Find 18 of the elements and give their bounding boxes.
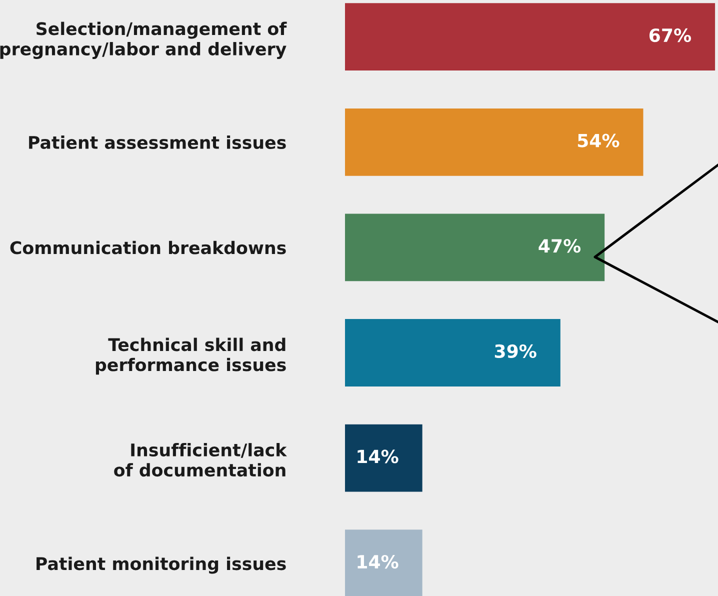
y-tick-label: Insufficient/lack of documentation <box>114 443 287 477</box>
data-label: 14% <box>358 554 398 569</box>
bar <box>345 319 560 386</box>
y-tick-label: Technical skill and performance issues <box>96 338 286 375</box>
bar <box>345 214 605 282</box>
y-tick-label: Communication breakdowns <box>10 240 286 254</box>
data-label: 54% <box>578 134 620 148</box>
y-tick-label: Patient monitoring issues <box>36 556 286 574</box>
y-tick-label: Selection/management of pregnancy/labor and delivery <box>0 22 287 59</box>
bar <box>345 530 422 596</box>
data-label: 39% <box>494 344 536 358</box>
data-label: 14% <box>358 450 398 464</box>
bar <box>345 424 422 492</box>
data-label: 67% <box>649 28 692 42</box>
y-tick-label: Patient assessment issues <box>29 136 286 149</box>
data-label: 47% <box>538 239 581 253</box>
bar <box>345 3 716 71</box>
bar <box>345 108 644 176</box>
